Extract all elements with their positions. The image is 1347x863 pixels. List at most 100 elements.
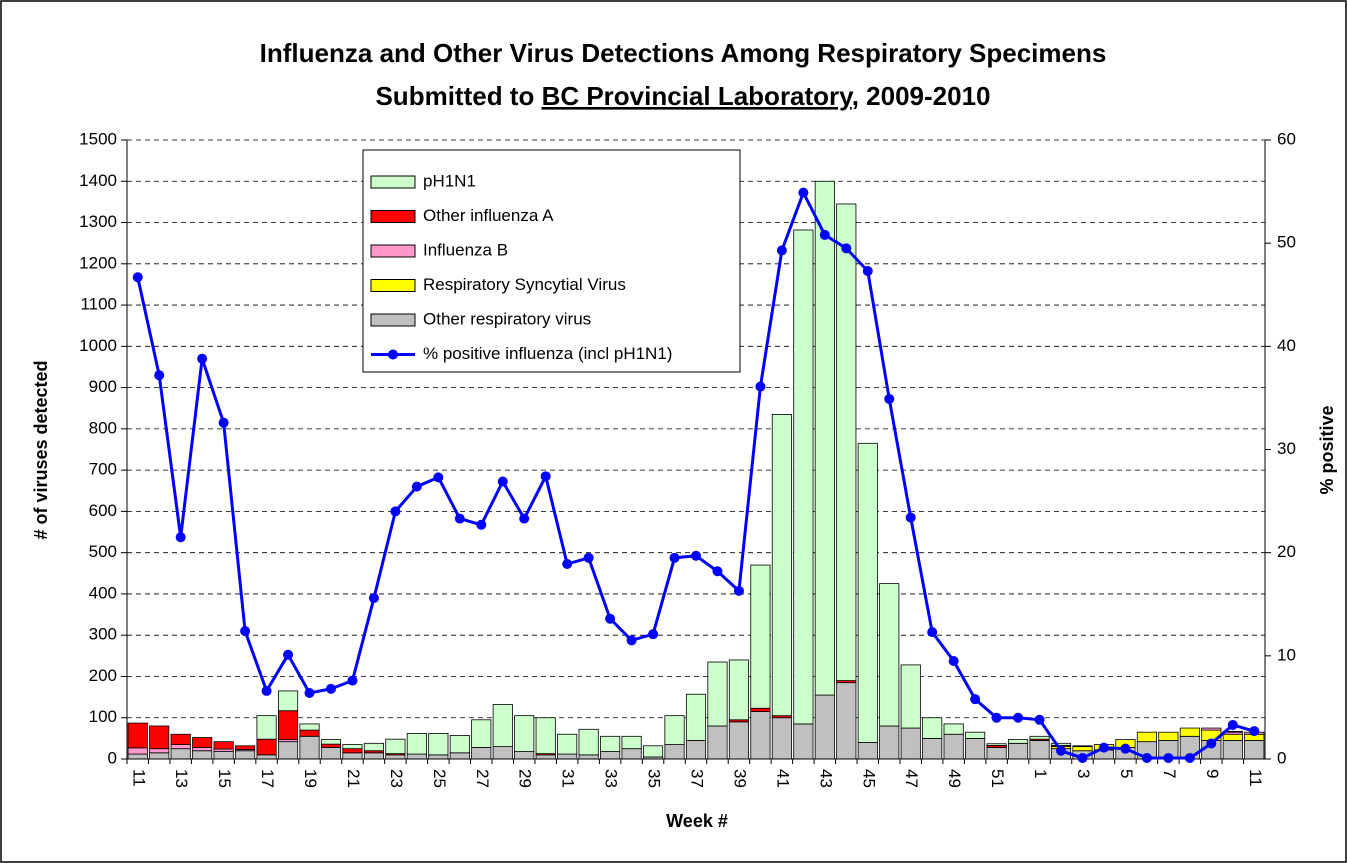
line-marker: [776, 245, 787, 256]
line-marker: [132, 272, 143, 283]
line-marker: [497, 476, 508, 487]
bar-segment: [922, 737, 943, 760]
x-tick-label: 1: [1031, 769, 1050, 778]
line-marker: [540, 471, 551, 482]
bar-segment: [363, 752, 384, 760]
y-tick-label: 900: [89, 377, 117, 396]
bar-segment: [986, 743, 1007, 746]
line-marker: [970, 694, 981, 705]
line-marker: [1056, 745, 1067, 756]
bar-segment: [1029, 740, 1050, 760]
x-tick-label: 37: [688, 769, 707, 788]
bar-segment: [814, 694, 835, 760]
y-tick-label: 1200: [79, 253, 117, 272]
bar-segment: [342, 752, 363, 760]
x-tick-label: 3: [1074, 769, 1093, 778]
bar-segment: [857, 742, 878, 760]
line-marker: [1249, 726, 1260, 737]
bar-segment: [299, 729, 320, 737]
bar-segment: [149, 748, 170, 754]
title-text: Submitted to: [375, 81, 541, 111]
line-marker: [712, 566, 723, 577]
y-tick-label: 1300: [79, 212, 117, 231]
x-tick-label: 23: [387, 769, 406, 788]
bar-segment: [707, 725, 728, 760]
bar-segment: [127, 747, 148, 755]
y-tick-label: 400: [89, 583, 117, 602]
legend-swatch: [370, 175, 416, 189]
line-marker: [648, 629, 659, 640]
bar-segment: [471, 719, 492, 748]
y2-tick-label: 30: [1277, 439, 1296, 458]
legend-swatch: [370, 279, 416, 292]
x-tick-label: 33: [602, 769, 621, 788]
y-axis-title: # of viruses detected: [31, 360, 51, 539]
bar-segment: [900, 727, 921, 760]
x-tick-label: 11: [1246, 769, 1265, 787]
bar-segment: [728, 659, 750, 721]
line-marker: [755, 381, 766, 392]
bar-segment: [750, 707, 771, 712]
y-tick-label: 0: [108, 748, 117, 767]
line-marker: [261, 685, 272, 696]
bar-segment: [621, 748, 642, 760]
bar-segment: [578, 728, 599, 756]
line-marker: [1120, 743, 1131, 754]
bar-segment: [192, 750, 213, 760]
x-tick-label: 47: [902, 769, 921, 788]
line-marker: [283, 649, 294, 660]
y-tick-label: 600: [89, 501, 117, 520]
bar-segment: [1222, 740, 1243, 760]
x-tick-label: 41: [773, 769, 792, 788]
line-marker: [927, 627, 938, 638]
line-marker: [433, 472, 444, 483]
x-tick-label: 39: [730, 769, 749, 788]
line-marker: [197, 353, 208, 364]
legend-label: Other influenza A: [423, 206, 554, 225]
line-marker: [798, 187, 809, 198]
line-marker: [476, 519, 487, 530]
bar-segment: [836, 203, 857, 681]
line-marker: [562, 559, 573, 570]
bar-segment: [299, 735, 320, 760]
bar-segment: [342, 744, 363, 750]
legend-swatch: [370, 210, 416, 223]
chart-title-line2: Submitted to BC Provincial Laboratory, 2…: [375, 81, 990, 111]
bar-segment: [771, 717, 792, 760]
line-marker: [368, 593, 379, 604]
bar-segment: [170, 733, 191, 745]
x-tick-label: 27: [473, 769, 492, 788]
bar-segment: [557, 733, 578, 755]
bar-segment: [385, 738, 406, 755]
line-marker: [1077, 752, 1088, 763]
bar-segment: [707, 661, 728, 727]
line-marker: [411, 481, 422, 492]
y-tick-label: 1000: [79, 336, 117, 355]
bar-segment: [277, 690, 299, 712]
bar-segment: [385, 754, 406, 760]
bar-segment: [514, 751, 535, 760]
x-tick-label: 13: [172, 769, 191, 788]
bar-segment: [213, 751, 234, 760]
line-marker: [841, 243, 852, 254]
bar-segment: [1072, 746, 1093, 752]
x-tick-label: 45: [859, 769, 878, 788]
bar-segment: [1072, 745, 1093, 748]
bar-segment: [299, 723, 320, 731]
x-tick-label: 19: [301, 769, 320, 788]
bar-segment: [514, 715, 535, 752]
line-marker: [519, 513, 530, 524]
bar-segment: [621, 735, 642, 750]
y-tick-label: 800: [89, 418, 117, 437]
x-tick-label: 29: [516, 769, 535, 788]
line-marker: [390, 506, 401, 517]
bar-segment: [363, 742, 384, 752]
legend-label: % positive influenza (incl pH1N1): [423, 344, 672, 363]
bar-segment: [277, 741, 299, 760]
line-marker: [948, 655, 959, 666]
bar-segment: [600, 735, 621, 752]
bar-segment: [1179, 727, 1200, 737]
bar-segment: [342, 748, 363, 754]
line-marker: [304, 687, 315, 698]
